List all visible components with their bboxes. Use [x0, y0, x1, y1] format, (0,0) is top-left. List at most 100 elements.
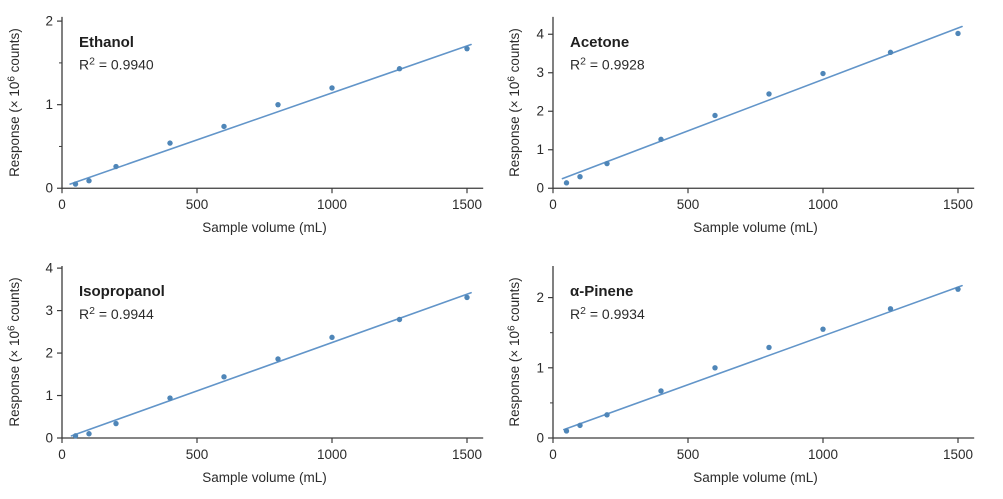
y-axis-title: Response (× 106 counts): [507, 277, 523, 426]
panel-title: Ethanol: [79, 34, 134, 51]
chart-panel-ethanol: 0 500 1000 1500 0 1 2 Ethanol R2 = 0.9940 Sample …: [6, 14, 484, 235]
trend-line: [562, 284, 963, 431]
data-point: [563, 428, 570, 434]
y-tick-label: 0: [45, 431, 53, 446]
data-points: [72, 45, 470, 187]
x-tick-label: 500: [186, 197, 209, 212]
y-tick-label: 1: [536, 360, 544, 375]
x-tick-label: 500: [186, 447, 209, 462]
r-squared-label: R2 = 0.9940: [79, 57, 154, 73]
data-point: [577, 174, 583, 180]
data-points: [72, 294, 470, 439]
data-point: [658, 388, 664, 394]
y-tick-label: 0: [45, 181, 53, 196]
x-tick-label: 1500: [943, 447, 973, 462]
data-point: [820, 326, 826, 332]
x-tick-label: 0: [549, 197, 557, 212]
r-squared-label: R2 = 0.9928: [570, 57, 645, 73]
x-tick-label: 1500: [452, 447, 482, 462]
y-tick-label: 4: [536, 27, 544, 42]
x-tick-label: 1500: [452, 197, 482, 212]
y-tick-label: 2: [536, 104, 544, 119]
x-axis-ticks: 0 500 1000 1500: [58, 188, 482, 212]
x-axis-title: Sample volume (mL): [693, 220, 818, 235]
data-point: [329, 85, 335, 91]
y-tick-label: 2: [45, 346, 53, 361]
y-axis-title: Response (× 106 counts): [506, 28, 522, 177]
data-point: [396, 316, 403, 323]
y-tick-label: 1: [536, 142, 544, 157]
x-tick-label: 0: [549, 447, 557, 462]
data-point: [464, 45, 470, 52]
y-axis-ticks: 0 1 2: [536, 290, 553, 446]
data-point: [464, 294, 470, 301]
y-tick-label: 2: [45, 14, 53, 29]
data-point: [766, 344, 772, 351]
data-point: [86, 431, 92, 437]
data-point: [766, 91, 772, 97]
y-tick-label: 1: [45, 388, 53, 403]
x-axis-ticks: 0 500 1000 1500: [58, 438, 482, 462]
x-tick-label: 1500: [943, 197, 973, 212]
y-axis-ticks: 0 1 2 3 4: [45, 261, 62, 446]
data-point: [275, 356, 281, 362]
data-point: [167, 140, 173, 146]
x-tick-label: 1000: [317, 197, 347, 212]
x-tick-label: 1000: [808, 197, 838, 212]
x-tick-label: 0: [58, 197, 66, 212]
data-point: [221, 374, 227, 380]
axes: [61, 16, 484, 189]
data-point: [221, 123, 227, 130]
data-point: [113, 163, 119, 170]
x-tick-label: 1000: [317, 447, 347, 462]
data-point: [712, 112, 718, 119]
trend-line: [69, 43, 472, 185]
x-axis-title: Sample volume (mL): [693, 470, 818, 485]
y-axis-title: Response (× 106 counts): [6, 28, 22, 177]
y-axis-ticks: 0 1 2 3 4: [536, 27, 553, 196]
data-point: [275, 101, 281, 108]
x-tick-label: 0: [58, 447, 66, 462]
chart-panel-isopropanol: 0 500 1000 1500 0 1 2 3 4 Isopropanol R2 = 0.9944 S…: [7, 261, 484, 485]
r-squared-label: R2 = 0.9934: [570, 305, 645, 322]
x-axis-title: Sample volume (mL): [202, 220, 327, 235]
y-tick-label: 3: [45, 303, 53, 318]
x-axis-ticks: 0 500 1000 1500: [549, 438, 973, 462]
data-point: [887, 306, 894, 312]
trend-line: [561, 25, 963, 180]
y-tick-label: 0: [536, 431, 544, 446]
x-axis-title: Sample volume (mL): [202, 470, 327, 485]
data-point: [72, 433, 79, 439]
data-point: [955, 286, 961, 292]
y-tick-label: 3: [536, 65, 544, 80]
data-point: [658, 136, 664, 143]
y-axis-title: Response (× 106 counts): [7, 277, 23, 426]
panel-title: α-Pinene: [570, 283, 633, 300]
trend-line: [70, 291, 472, 437]
axes: [552, 16, 975, 189]
data-point: [604, 412, 610, 418]
data-point: [712, 365, 718, 371]
data-point: [887, 49, 894, 56]
y-tick-label: 1: [45, 97, 53, 112]
data-point: [396, 66, 403, 72]
data-point: [113, 420, 119, 427]
x-tick-label: 1000: [808, 447, 838, 462]
data-points: [563, 286, 961, 434]
x-tick-label: 500: [677, 197, 700, 212]
y-tick-label: 4: [45, 261, 53, 276]
panel-title: Acetone: [570, 34, 629, 51]
r-squared-label: R2 = 0.9944: [79, 305, 154, 322]
data-point: [86, 178, 92, 184]
axes: [552, 266, 975, 439]
data-point: [604, 160, 610, 167]
data-point: [167, 395, 173, 401]
data-point: [72, 181, 79, 187]
y-tick-label: 2: [536, 290, 544, 305]
chart-panel-alpha-pinene: 0 500 1000 1500 0 1 2 α-Pinene R2 = 0.9934 Sample…: [507, 266, 975, 485]
chart-panel-acetone: 0 500 1000 1500 0 1 2 3 4 Acetone R2 = 0.9928 Sampl…: [506, 16, 975, 235]
x-axis-ticks: 0 500 1000 1500: [549, 188, 973, 212]
data-point: [955, 30, 961, 37]
data-point: [563, 180, 570, 186]
